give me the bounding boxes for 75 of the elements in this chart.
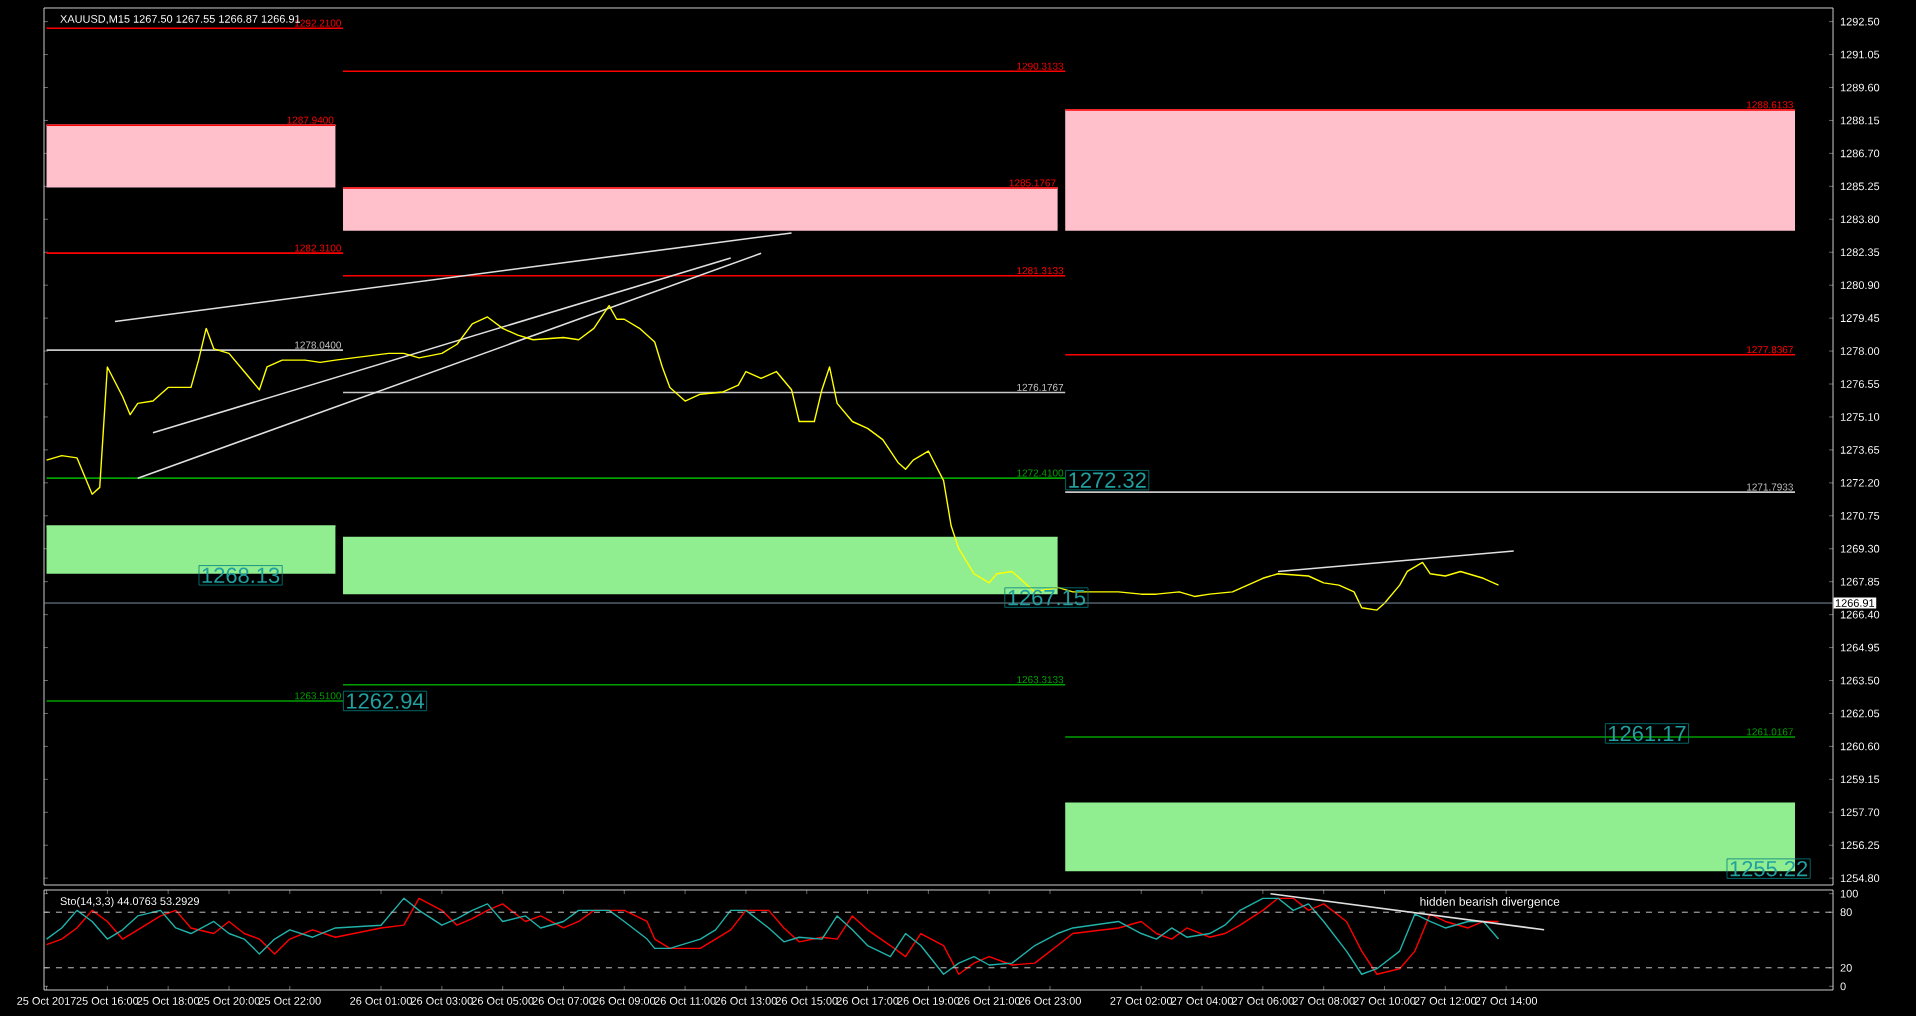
y-tick-label: 1279.45 [1840, 314, 1880, 322]
x-tick-label: 27 Oct 10:00 [1353, 997, 1416, 1005]
y-tick-label: 1291.05 [1840, 50, 1880, 59]
y-tick-label: 1289.60 [1840, 83, 1880, 92]
y-tick-label: 1276.55 [1840, 380, 1880, 388]
series-label: 1263.5100 [295, 692, 342, 700]
series-label: 1272.4100 [1017, 469, 1064, 477]
series-label: 1277.8367 [1747, 346, 1793, 354]
x-tick-label: 27 Oct 12:00 [1414, 997, 1477, 1005]
series-label: 1290.3133 [1017, 62, 1064, 70]
y-tick-label: 100 [1840, 889, 1858, 898]
x-tick-label: 26 Oct 07:00 [532, 997, 595, 1005]
x-tick-label: 26 Oct 13:00 [715, 997, 777, 1005]
x-tick-label: 26 Oct 03:00 [411, 997, 473, 1005]
x-tick-label: 25 Oct 20:00 [198, 997, 260, 1005]
x-tick-label: 25 Oct 18:00 [137, 997, 200, 1005]
y-tick-label: 1264.95 [1840, 643, 1880, 652]
y-tick-label: 0 [1840, 982, 1846, 991]
y-tick-label: 1275.10 [1840, 413, 1880, 421]
x-tick-label: 26 Oct 15:00 [775, 997, 838, 1005]
series-label: 1278.0400 [295, 341, 342, 349]
y-tick-label: 1292.50 [1840, 17, 1880, 26]
annotation: 1272.32 [1069, 472, 1146, 488]
y-tick-label: 1257.70 [1840, 808, 1880, 817]
series-label: 1282.3100 [295, 244, 342, 252]
y-tick-label: 1273.65 [1840, 446, 1880, 454]
y-tick-label: 1278.00 [1840, 347, 1880, 355]
annotation: 1262.94 [347, 693, 424, 709]
y-tick-label: 1263.50 [1840, 676, 1880, 685]
y-tick-label: 1259.15 [1840, 775, 1880, 784]
x-tick-label: 25 Oct 2017 [17, 997, 76, 1005]
x-tick-label: 27 Oct 06:00 [1232, 997, 1294, 1005]
x-tick-label: 26 Oct 01:00 [350, 997, 412, 1005]
series-label: 1263.3133 [1017, 676, 1064, 684]
x-tick-label: 27 Oct 14:00 [1475, 997, 1538, 1005]
series-label: 1287.9400 [287, 116, 334, 124]
y-tick-label: 1282.35 [1840, 248, 1880, 257]
y-tick-label: 1269.30 [1840, 544, 1880, 553]
y-tick-label: 1280.90 [1840, 281, 1880, 290]
y-tick-label: 1285.25 [1840, 182, 1880, 191]
y-tick-label: 1266.40 [1840, 610, 1880, 619]
y-tick-label: 1272.20 [1840, 478, 1880, 487]
y-tick-label: 20 [1840, 963, 1852, 972]
y-tick-label: 1288.15 [1840, 116, 1880, 125]
y-tick-label: 1254.80 [1840, 874, 1880, 883]
x-tick-label: 27 Oct 08:00 [1292, 997, 1355, 1005]
y-tick-label: 1283.80 [1840, 215, 1880, 224]
x-tick-label: 26 Oct 09:00 [593, 997, 656, 1005]
series-label: 1261.0167 [1747, 728, 1793, 736]
x-tick-label: 25 Oct 16:00 [76, 997, 139, 1005]
y-tick-label: 1260.60 [1840, 742, 1880, 751]
y-tick-label: 1262.05 [1840, 709, 1880, 718]
series-label: 1276.1767 [1017, 383, 1064, 391]
x-tick-label: 26 Oct 23:00 [1019, 997, 1081, 1005]
text: Sto(14,3,3) 44.0763 53.2929 [60, 897, 199, 908]
y-tick-label: 1267.85 [1840, 577, 1880, 586]
series-label: 1281.3133 [1017, 267, 1064, 275]
y-tick-label: 80 [1840, 908, 1852, 917]
x-tick-label: 26 Oct 19:00 [897, 997, 960, 1005]
x-tick-label: 26 Oct 11:00 [654, 997, 716, 1005]
annotation: 1267.15 [1008, 589, 1086, 606]
x-tick-label: 27 Oct 02:00 [1110, 997, 1173, 1005]
x-tick-label: 26 Oct 05:00 [471, 997, 534, 1005]
x-tick-label: 26 Oct 17:00 [836, 997, 899, 1005]
x-tick-label: 25 Oct 22:00 [258, 997, 321, 1005]
series-label: 1285.1767 [1009, 179, 1056, 187]
ref-line-label: 1266.91 [1835, 599, 1875, 607]
y-tick-label: 1286.70 [1840, 149, 1880, 158]
y-tick-label: 1270.75 [1840, 511, 1880, 520]
x-tick-label: 26 Oct 21:00 [958, 997, 1021, 1005]
annotation: hidden bearish divergence [1420, 897, 1560, 909]
y-tick-label: 1256.25 [1840, 841, 1880, 850]
x-tick-label: 27 Oct 04:00 [1171, 997, 1233, 1005]
series-label: 1271.7933 [1747, 483, 1793, 491]
series-label: 1288.6133 [1747, 101, 1793, 109]
